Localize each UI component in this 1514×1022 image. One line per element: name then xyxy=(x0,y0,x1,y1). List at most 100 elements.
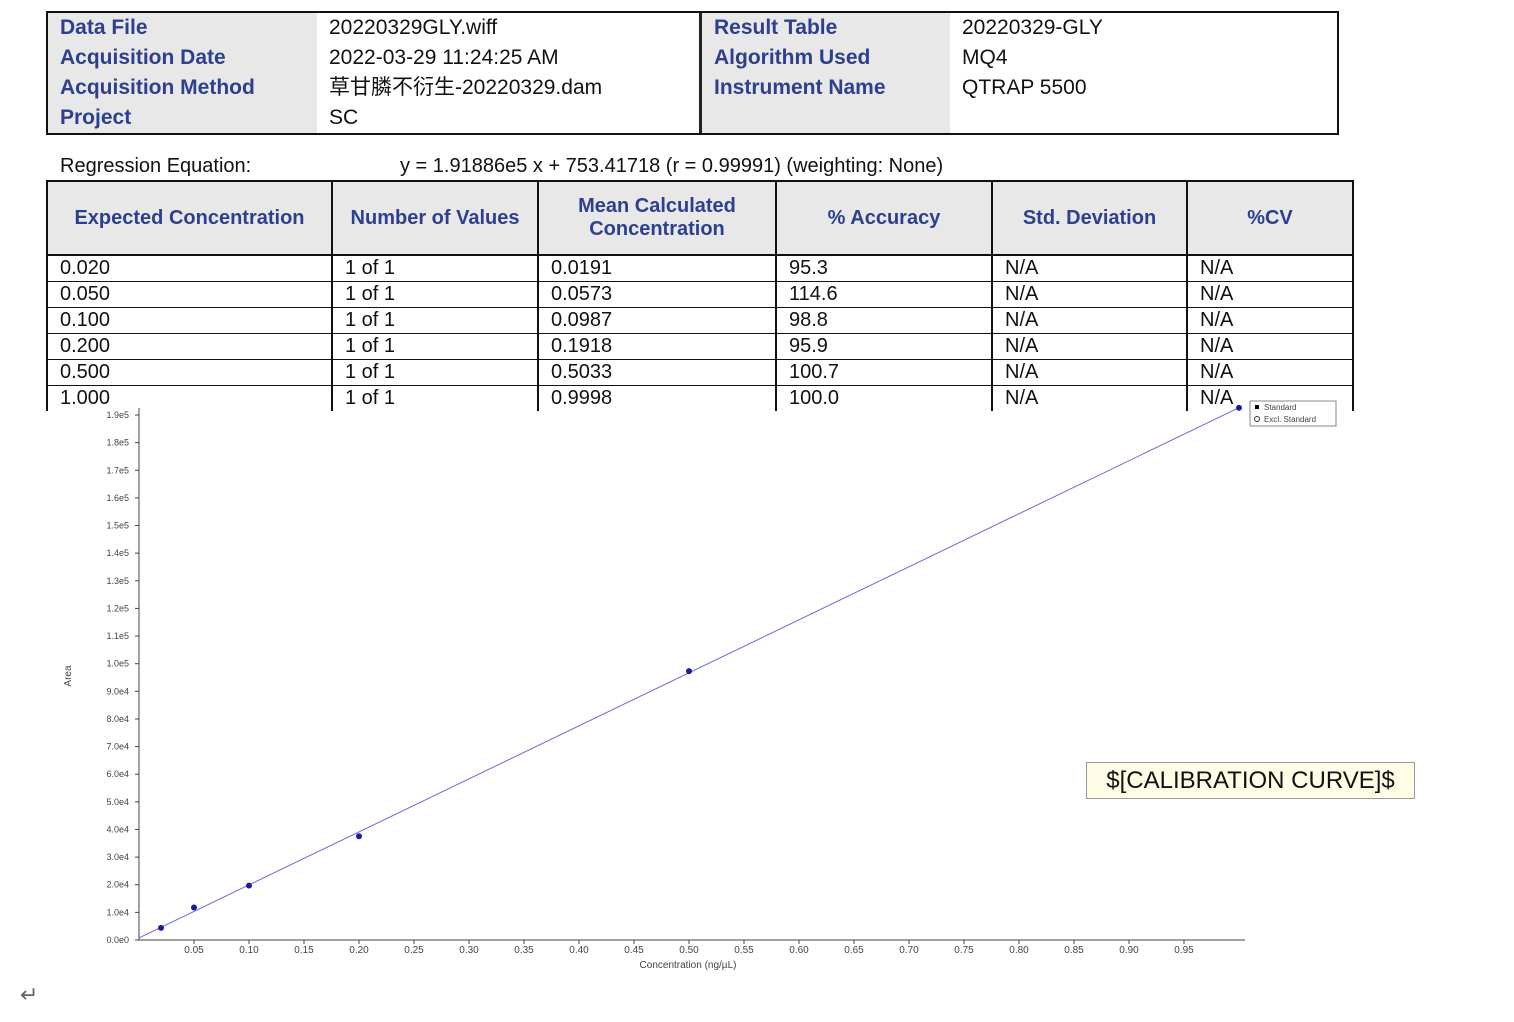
column-header: Expected Concentration xyxy=(46,180,333,256)
data-point xyxy=(686,668,692,675)
regression-label: Regression Equation: xyxy=(60,155,252,177)
x-tick-label: 0.10 xyxy=(239,945,259,956)
header-value: MQ4 xyxy=(962,46,1008,69)
table-row: 0.500 1 of 1 0.5033 100.7 N/A N/A xyxy=(46,359,1354,386)
x-tick-label: 0.70 xyxy=(899,945,919,956)
data-point xyxy=(1236,404,1242,411)
table-cell: 0.0573 xyxy=(537,281,777,308)
x-tick-label: 0.75 xyxy=(954,945,974,956)
header-value: 20220329GLY.wiff xyxy=(329,16,498,39)
header-label: Result Table xyxy=(699,13,950,43)
table-cell: N/A xyxy=(1186,254,1354,282)
legend-excluded: Excl. Standard xyxy=(1264,415,1316,424)
info-header: Data File 20220329GLY.wiff Result Table 202… xyxy=(46,11,1339,135)
y-tick-label: 1.5e5 xyxy=(106,521,129,531)
column-header: % Accuracy xyxy=(775,180,993,256)
x-axis-label: Concentration (ng/µL) xyxy=(640,960,737,971)
data-point xyxy=(356,833,362,840)
regression-equation: y = 1.91886e5 x + 753.41718 (r = 0.99991… xyxy=(400,155,944,177)
calibration-curve-placeholder: $[CALIBRATION CURVE]$ xyxy=(1086,762,1415,799)
table-cell: 1.000 xyxy=(46,385,333,411)
table-cell: 98.8 xyxy=(775,307,993,334)
x-tick-label: 0.20 xyxy=(349,945,369,956)
x-tick-label: 0.65 xyxy=(844,945,864,956)
y-tick-label: 7.0e4 xyxy=(106,742,129,752)
results-table: Expected Concentration Number of Values Me… xyxy=(46,180,1354,411)
table-cell: 0.100 xyxy=(46,307,333,334)
y-tick-label: 1.9e5 xyxy=(106,410,129,420)
table-cell: 0.0191 xyxy=(537,254,777,282)
header-value: 20220329-GLY xyxy=(962,16,1103,39)
header-label: Project xyxy=(48,103,317,133)
x-tick-label: 0.80 xyxy=(1009,945,1029,956)
table-row: 0.020 1 of 1 0.0191 95.3 N/A N/A xyxy=(46,254,1354,282)
data-point xyxy=(191,904,197,911)
x-tick-label: 0.40 xyxy=(569,945,589,956)
table-cell: 100.7 xyxy=(775,359,993,386)
y-tick-label: 1.4e5 xyxy=(106,548,129,558)
y-tick-label: 9.0e4 xyxy=(106,686,129,696)
x-tick-label: 0.25 xyxy=(404,945,424,956)
data-point xyxy=(158,924,164,931)
header-value: QTRAP 5500 xyxy=(962,76,1087,99)
table-cell: 1 of 1 xyxy=(331,359,539,386)
header-value: 草甘膦不衍生-20220329.dam xyxy=(329,76,603,99)
x-tick-label: 0.05 xyxy=(184,945,204,956)
x-tick-label: 0.15 xyxy=(294,945,314,956)
table-cell: 0.5033 xyxy=(537,359,777,386)
header-value: SC xyxy=(329,106,359,129)
table-cell: 0.020 xyxy=(46,254,333,282)
table-row: 0.050 1 of 1 0.0573 114.6 N/A N/A xyxy=(46,281,1354,308)
table-cell: N/A xyxy=(991,385,1188,411)
table-cell: N/A xyxy=(991,359,1188,386)
header-label: Data File xyxy=(48,13,317,43)
y-tick-label: 1.2e5 xyxy=(106,603,129,613)
y-tick-label: 1.1e5 xyxy=(106,631,129,641)
y-tick-label: 1.8e5 xyxy=(106,438,129,448)
y-tick-label: 4.0e4 xyxy=(106,824,129,834)
x-tick-label: 0.85 xyxy=(1064,945,1084,956)
x-tick-label: 0.50 xyxy=(679,945,699,956)
table-cell: N/A xyxy=(991,333,1188,360)
legend-standard: Standard xyxy=(1264,403,1296,412)
return-mark: ↵ xyxy=(20,982,39,1007)
table-cell: 0.500 xyxy=(46,359,333,386)
header-label: Acquisition Date xyxy=(48,43,317,73)
column-header: Number of Values xyxy=(331,180,539,256)
table-cell: 114.6 xyxy=(775,281,993,308)
header-label: Acquisition Method xyxy=(48,73,317,103)
table-cell: 0.0987 xyxy=(537,307,777,334)
table-cell: N/A xyxy=(1186,359,1354,386)
table-cell: 1 of 1 xyxy=(331,307,539,334)
table-row: 0.100 1 of 1 0.0987 98.8 N/A N/A xyxy=(46,307,1354,334)
x-tick-label: 0.45 xyxy=(624,945,644,956)
x-tick-label: 0.35 xyxy=(514,945,534,956)
y-tick-label: 3.0e4 xyxy=(106,852,129,862)
header-label: Instrument Name xyxy=(699,73,950,103)
table-cell: 0.9998 xyxy=(537,385,777,411)
y-axis-label: Area xyxy=(63,665,74,687)
x-tick-label: 0.95 xyxy=(1174,945,1194,956)
table-cell: 1 of 1 xyxy=(331,385,539,411)
legend-excluded-marker xyxy=(1254,416,1260,422)
table-cell: N/A xyxy=(991,281,1188,308)
x-tick-label: 0.60 xyxy=(789,945,809,956)
y-tick-label: 0.0e0 xyxy=(106,935,129,945)
x-tick-label: 0.90 xyxy=(1119,945,1139,956)
column-header: %CV xyxy=(1186,180,1354,256)
y-tick-label: 1.3e5 xyxy=(106,576,129,586)
table-cell: 1 of 1 xyxy=(331,333,539,360)
y-tick-label: 1.0e4 xyxy=(106,907,129,917)
legend-box xyxy=(1249,400,1337,427)
header-value: 2022-03-29 11:24:25 AM xyxy=(329,46,559,69)
x-tick-label: 0.30 xyxy=(459,945,479,956)
data-point xyxy=(246,882,252,889)
table-cell: 95.3 xyxy=(775,254,993,282)
x-tick-label: 0.55 xyxy=(734,945,754,956)
y-tick-label: 1.0e5 xyxy=(106,659,129,669)
y-tick-label: 6.0e4 xyxy=(106,769,129,779)
header-label xyxy=(699,103,950,133)
header-label: Algorithm Used xyxy=(699,43,950,73)
